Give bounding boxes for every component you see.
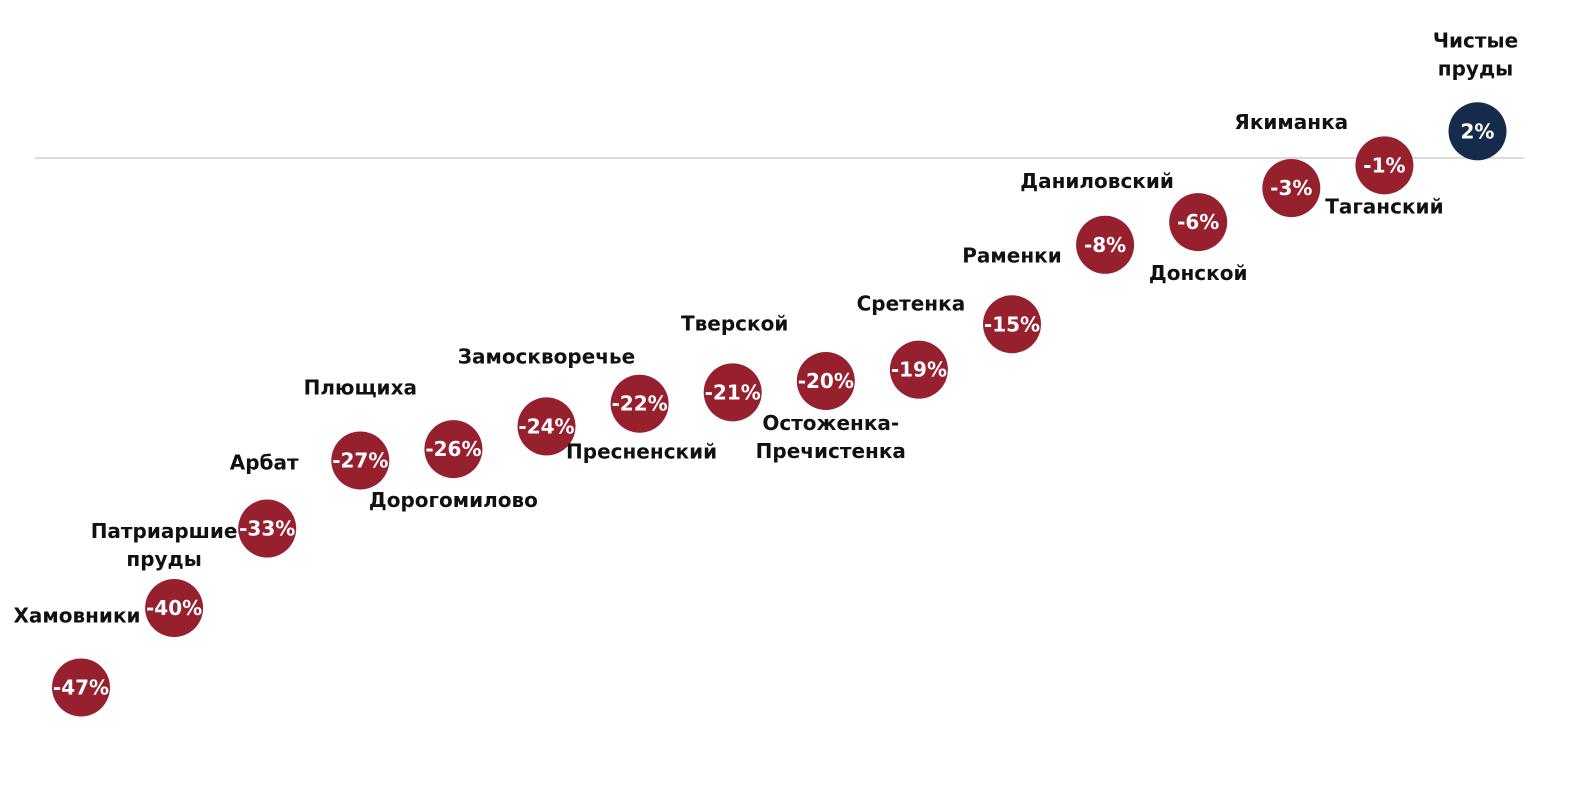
district-label: Сретенка (857, 292, 966, 316)
district-label: Тверской (681, 311, 788, 335)
data-point-таганский: -1% (1355, 136, 1414, 195)
bubble (238, 499, 297, 558)
bubble (983, 295, 1041, 354)
district-label: Раменки (962, 243, 1061, 267)
bubble (889, 340, 948, 399)
district-label: Якиманка (1234, 110, 1348, 134)
value-label: -40% (146, 596, 202, 620)
bubble (1169, 193, 1228, 252)
bubble (703, 363, 762, 422)
data-point-даниловский: -8% (1076, 215, 1135, 274)
bubble (424, 420, 483, 479)
district-label: Донской (1149, 261, 1248, 285)
district-label: Таганский (1325, 194, 1443, 218)
value-label: -26% (425, 437, 481, 461)
district-label: Дорогомилово (369, 488, 538, 512)
district-label: Плющиха (304, 375, 417, 399)
data-point-плющиха: -27% (331, 431, 390, 490)
value-label: -8% (1084, 233, 1126, 257)
data-point-чистые-пруды: 2% (1448, 102, 1507, 161)
district-label: Хамовники (13, 603, 140, 627)
value-label: -3% (1270, 176, 1312, 200)
value-label: -15% (984, 312, 1040, 336)
data-point-тверской: -21% (703, 363, 762, 422)
value-label: -33% (239, 517, 295, 541)
data-point-донской: -6% (1169, 193, 1228, 252)
value-label: 2% (1461, 119, 1495, 143)
value-label: -27% (332, 448, 388, 472)
data-point-арбат: -33% (238, 499, 297, 558)
district-label: Чистые пруды (1433, 28, 1518, 80)
district-label: Даниловский (1020, 169, 1174, 193)
names-layer: Хамовники Патриаршие пруды Арбат Плющиха Доро… (13, 28, 1518, 627)
district-label: Арбат (230, 451, 299, 475)
bubble (796, 352, 855, 410)
value-label: -24% (518, 414, 574, 438)
data-point-патриаршие-пруды: -40% (145, 579, 204, 637)
bubble (52, 658, 110, 717)
value-label: -19% (891, 358, 947, 382)
bubble (517, 397, 576, 456)
value-label: -47% (53, 675, 109, 699)
bubbles-layer: -47% -40% -33% -27% -26% -24% -22% -21% -20% -19%… (52, 102, 1507, 717)
bubble (331, 431, 390, 490)
bubble (1076, 215, 1135, 274)
district-label: Патриаршие пруды (91, 519, 238, 571)
data-point-хамовники: -47% (52, 658, 110, 717)
district-label: Пресненский (566, 440, 717, 464)
bubble (1262, 159, 1321, 218)
data-point-раменки: -15% (983, 295, 1041, 354)
bubble (1448, 102, 1507, 161)
bubble (610, 374, 669, 433)
bubble (1355, 136, 1414, 195)
data-point-дорогомилово: -26% (424, 420, 483, 479)
value-label: -6% (1177, 210, 1219, 234)
value-label: -1% (1363, 153, 1405, 177)
value-label: -21% (705, 380, 761, 404)
district-label: Остоженка-Пречистенка (756, 411, 906, 463)
data-point-якиманка: -3% (1262, 159, 1321, 218)
data-point-пресненский: -22% (610, 374, 669, 433)
value-label: -22% (612, 392, 668, 416)
data-point-сретенка: -19% (889, 340, 948, 399)
data-point-остоженка-пречистенка: -20% (796, 352, 855, 410)
value-label: -20% (798, 369, 854, 393)
data-point-замоскворечье: -24% (517, 397, 576, 456)
district-label: Замоскворечье (458, 344, 635, 368)
bubble (145, 579, 204, 637)
